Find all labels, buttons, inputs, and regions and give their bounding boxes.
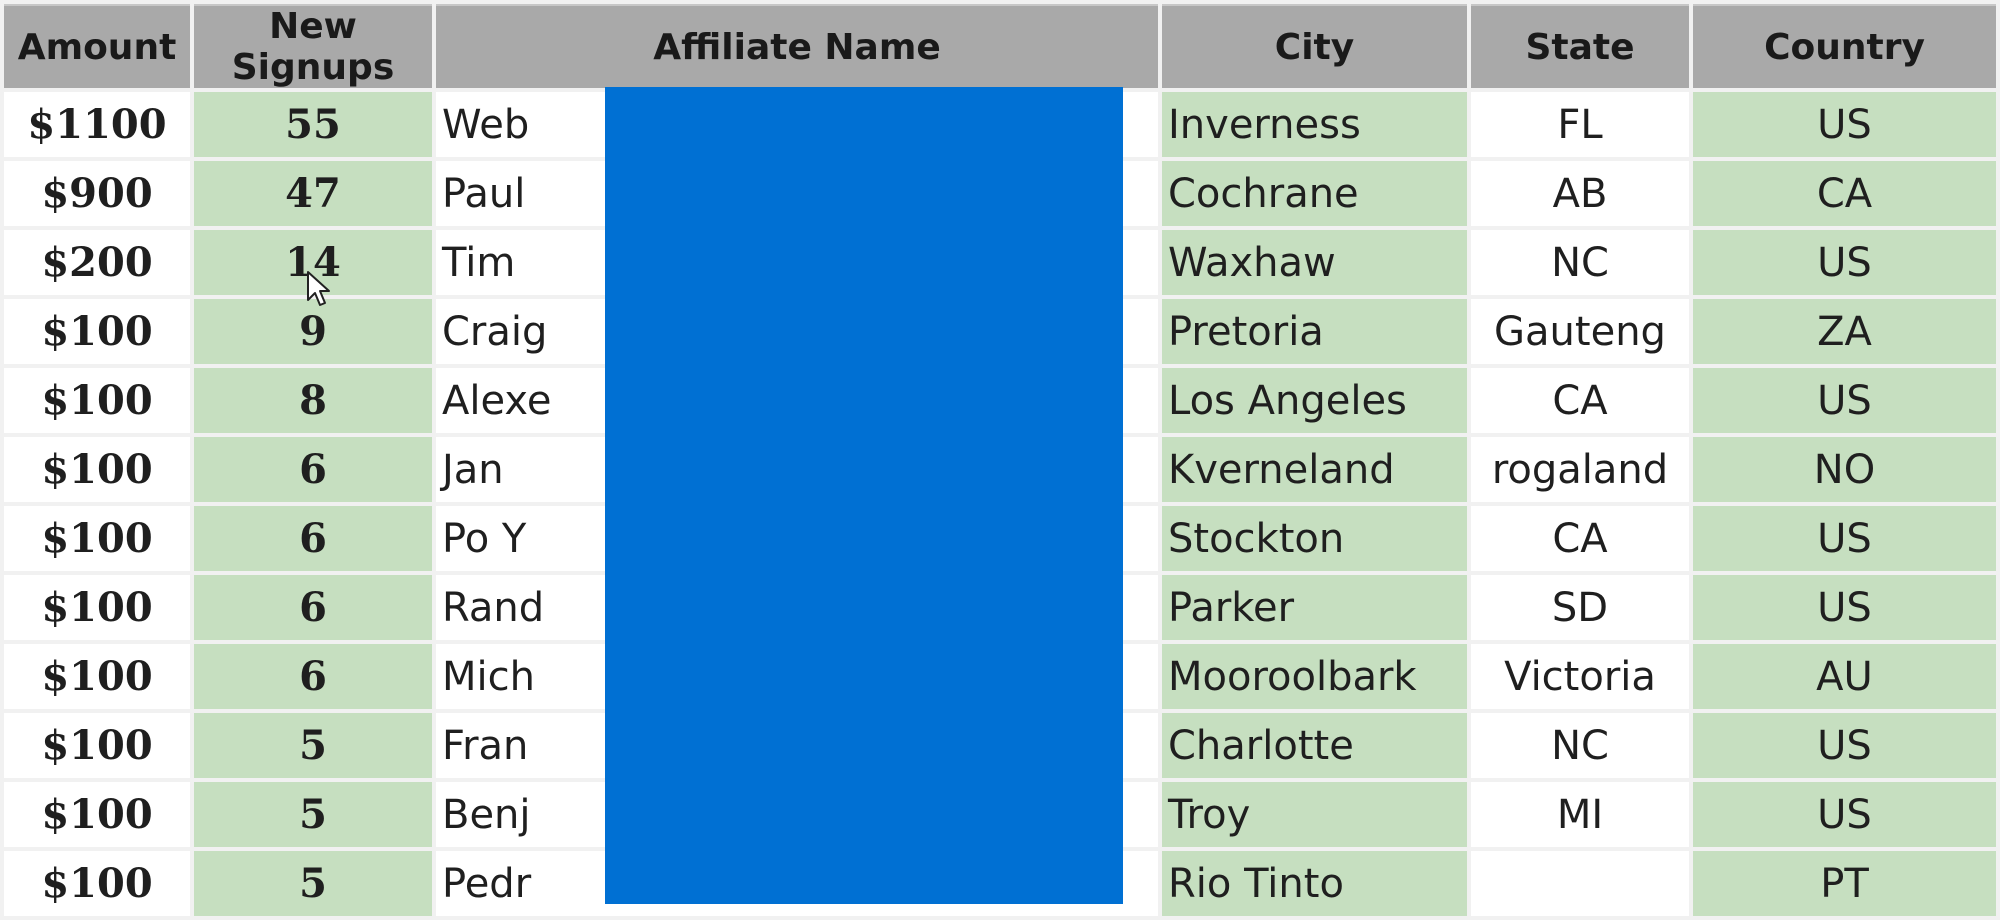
signups-cell: 5	[194, 782, 432, 847]
city-cell: Mooroolbark	[1162, 644, 1467, 709]
state-cell: rogaland	[1471, 437, 1689, 502]
signups-cell: 5	[194, 851, 432, 916]
country-cell: NO	[1693, 437, 1996, 502]
state-cell: CA	[1471, 368, 1689, 433]
signups-cell: 6	[194, 644, 432, 709]
country-cell: US	[1693, 506, 1996, 571]
column-header-state[interactable]: State	[1471, 4, 1689, 88]
state-cell: CA	[1471, 506, 1689, 571]
signups-cell: 6	[194, 506, 432, 571]
state-cell: MI	[1471, 782, 1689, 847]
city-cell: Parker	[1162, 575, 1467, 640]
country-cell: PT	[1693, 851, 1996, 916]
amount-cell: $100	[4, 644, 190, 709]
table-row[interactable]: $100 6 Jan Kverneland rogaland NO	[4, 437, 1996, 502]
city-cell: Inverness	[1162, 92, 1467, 157]
signups-cell: 6	[194, 575, 432, 640]
column-header-amount[interactable]: Amount	[4, 4, 190, 88]
city-cell: Troy	[1162, 782, 1467, 847]
column-header-city[interactable]: City	[1162, 4, 1467, 88]
signups-cell: 9	[194, 299, 432, 364]
country-cell: CA	[1693, 161, 1996, 226]
signups-cell: 55	[194, 92, 432, 157]
table-row[interactable]: $1100 55 Web Inverness FL US	[4, 92, 1996, 157]
country-cell: ZA	[1693, 299, 1996, 364]
city-cell: Waxhaw	[1162, 230, 1467, 295]
redaction-block	[605, 87, 1123, 904]
column-header-new-signups[interactable]: New Signups	[194, 4, 432, 88]
country-cell: US	[1693, 230, 1996, 295]
state-cell	[1471, 851, 1689, 916]
city-cell: Los Angeles	[1162, 368, 1467, 433]
amount-cell: $100	[4, 506, 190, 571]
amount-cell: $100	[4, 437, 190, 502]
city-cell: Stockton	[1162, 506, 1467, 571]
city-cell: Pretoria	[1162, 299, 1467, 364]
signups-cell: 5	[194, 713, 432, 778]
state-cell: Gauteng	[1471, 299, 1689, 364]
amount-cell: $100	[4, 782, 190, 847]
state-cell: FL	[1471, 92, 1689, 157]
country-cell: US	[1693, 782, 1996, 847]
signups-cell: 8	[194, 368, 432, 433]
column-header-country[interactable]: Country	[1693, 4, 1996, 88]
city-cell: Rio Tinto	[1162, 851, 1467, 916]
city-cell: Kverneland	[1162, 437, 1467, 502]
state-cell: AB	[1471, 161, 1689, 226]
amount-cell: $1100	[4, 92, 190, 157]
amount-cell: $100	[4, 368, 190, 433]
amount-cell: $100	[4, 851, 190, 916]
amount-cell: $100	[4, 575, 190, 640]
country-cell: US	[1693, 575, 1996, 640]
amount-cell: $900	[4, 161, 190, 226]
amount-cell: $100	[4, 299, 190, 364]
state-cell: Victoria	[1471, 644, 1689, 709]
header-row: Amount New Signups Affiliate Name City S…	[4, 4, 1996, 88]
city-cell: Cochrane	[1162, 161, 1467, 226]
signups-cell: 6	[194, 437, 432, 502]
country-cell: US	[1693, 713, 1996, 778]
country-cell: US	[1693, 92, 1996, 157]
city-cell: Charlotte	[1162, 713, 1467, 778]
amount-cell: $100	[4, 713, 190, 778]
state-cell: SD	[1471, 575, 1689, 640]
country-cell: AU	[1693, 644, 1996, 709]
country-cell: US	[1693, 368, 1996, 433]
state-cell: NC	[1471, 230, 1689, 295]
mouse-cursor-icon	[307, 271, 330, 306]
signups-cell: 47	[194, 161, 432, 226]
state-cell: NC	[1471, 713, 1689, 778]
amount-cell: $200	[4, 230, 190, 295]
column-header-affiliate-name[interactable]: Affiliate Name	[436, 4, 1158, 88]
